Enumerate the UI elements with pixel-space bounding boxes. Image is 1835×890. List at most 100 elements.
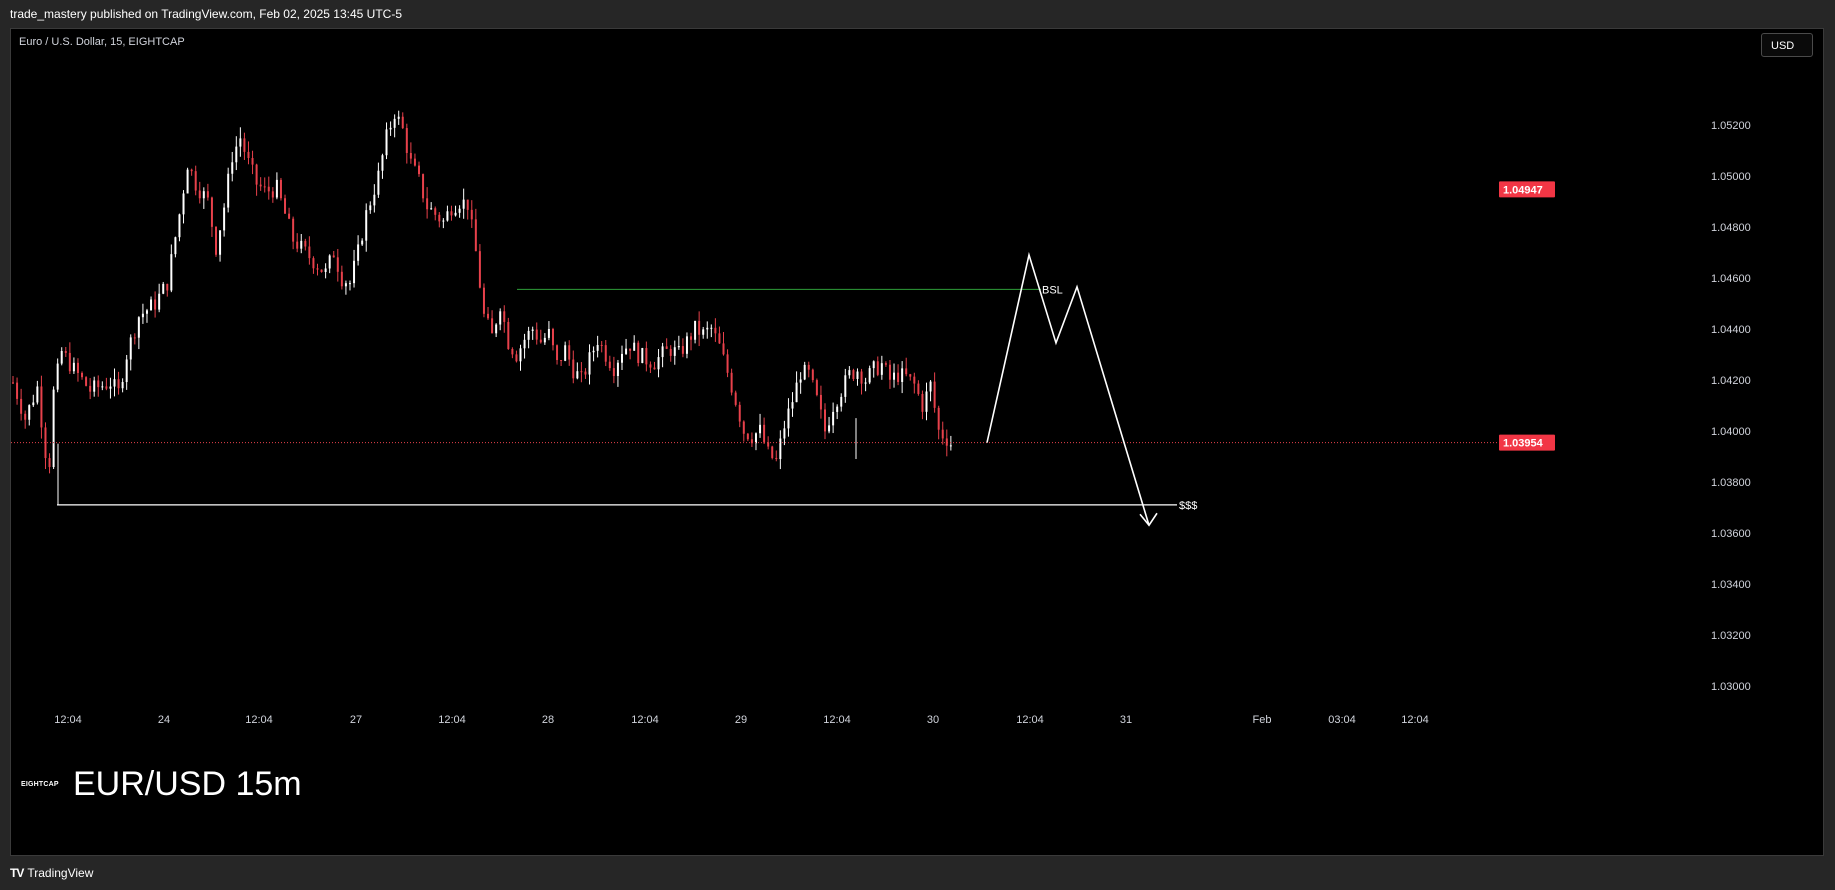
candle-body: [389, 127, 392, 130]
candle: [556, 344, 559, 365]
candle-body: [499, 311, 502, 325]
candle-body: [661, 346, 664, 358]
candle: [117, 371, 120, 395]
candle: [905, 357, 908, 377]
candle: [714, 318, 717, 342]
candle: [763, 417, 766, 445]
candle: [320, 269, 323, 273]
time-tick-label: 12:04: [438, 714, 466, 726]
broker-logo: EIGHTCAP: [21, 781, 59, 788]
candle: [44, 422, 47, 470]
candle-body: [673, 347, 676, 356]
chart-area[interactable]: BSL $$$ 1.05200 1.05000 1.04800 1.04600 1.044…: [10, 28, 1824, 856]
candle-body: [332, 255, 335, 258]
candle-body: [596, 344, 599, 351]
time-tick-label: 12:04: [823, 714, 851, 726]
candle-body: [791, 402, 794, 409]
candle-body: [32, 402, 35, 406]
candlestick-chart[interactable]: BSL $$$ 1.05200 1.05000 1.04800 1.04600 1.044…: [11, 29, 1824, 856]
candle: [917, 380, 920, 396]
price-tick-label: 1.03000: [1711, 681, 1751, 693]
candle: [438, 212, 441, 228]
candle: [328, 254, 331, 274]
candle-body: [344, 283, 347, 287]
candle-body: [856, 371, 859, 379]
currency-button[interactable]: USD: [1761, 33, 1813, 57]
candle-body: [117, 379, 120, 389]
candle: [706, 321, 709, 339]
candle: [300, 233, 303, 254]
candle: [535, 322, 538, 345]
candle-body: [633, 342, 636, 351]
candle: [133, 333, 136, 345]
candle-body: [133, 337, 136, 339]
price-badge: [1499, 181, 1555, 198]
candle: [568, 340, 571, 366]
candle: [633, 335, 636, 351]
candle-body: [872, 361, 875, 369]
candle: [210, 196, 213, 237]
candle: [848, 366, 851, 379]
candle: [150, 296, 153, 311]
candle-body: [202, 191, 205, 199]
chart-watermark: EIGHTCAP EUR/USD 15m: [21, 765, 302, 804]
candle: [754, 432, 757, 451]
candle-body: [462, 199, 465, 209]
candle-body: [312, 258, 315, 269]
candle-body: [413, 158, 416, 166]
candle-body: [426, 198, 429, 210]
candle: [182, 190, 185, 224]
candle: [828, 416, 831, 434]
candle: [694, 320, 697, 344]
candle-body: [76, 362, 79, 373]
candle-body: [430, 208, 433, 210]
candle-body: [40, 386, 43, 428]
candle-body: [556, 345, 559, 361]
candle-body: [698, 320, 701, 335]
brand-name[interactable]: TradingView: [27, 866, 94, 880]
candle: [369, 201, 372, 214]
candle-body: [665, 346, 668, 349]
candle-body: [300, 240, 303, 249]
candle-body: [52, 389, 55, 468]
candle-body: [109, 386, 112, 389]
candle-body: [275, 179, 278, 198]
candle: [145, 308, 148, 323]
price-tick-label: 1.05200: [1711, 120, 1751, 132]
candle-body: [710, 327, 713, 329]
candle-body: [547, 329, 550, 338]
candle-body: [470, 209, 473, 220]
candle: [860, 368, 863, 395]
candle-body: [921, 393, 924, 412]
candle-body: [860, 371, 863, 384]
candle: [324, 263, 327, 279]
candle: [872, 360, 875, 378]
candle-body: [612, 368, 615, 377]
candle: [413, 153, 416, 167]
candle: [787, 398, 790, 437]
candle: [454, 205, 457, 217]
candle: [16, 377, 19, 405]
time-tick-label: 03:04: [1328, 714, 1356, 726]
candle-body: [56, 363, 59, 390]
candle-body: [304, 240, 307, 247]
tradingview-logo-icon: TV: [10, 866, 24, 880]
candle: [292, 216, 295, 250]
candle: [97, 375, 100, 397]
candle: [702, 326, 705, 339]
candle-body: [730, 372, 733, 393]
candle: [685, 332, 688, 359]
candle: [491, 310, 494, 334]
candle-body: [641, 348, 644, 364]
candle: [612, 356, 615, 384]
candle-body: [458, 208, 461, 213]
candle: [897, 364, 900, 386]
candle: [539, 329, 542, 344]
candle: [24, 410, 27, 429]
time-tick-label: 28: [542, 714, 554, 726]
candle: [48, 453, 51, 474]
candle: [807, 361, 810, 378]
candle-body: [750, 439, 753, 444]
candle: [799, 372, 802, 394]
candle: [288, 207, 291, 220]
